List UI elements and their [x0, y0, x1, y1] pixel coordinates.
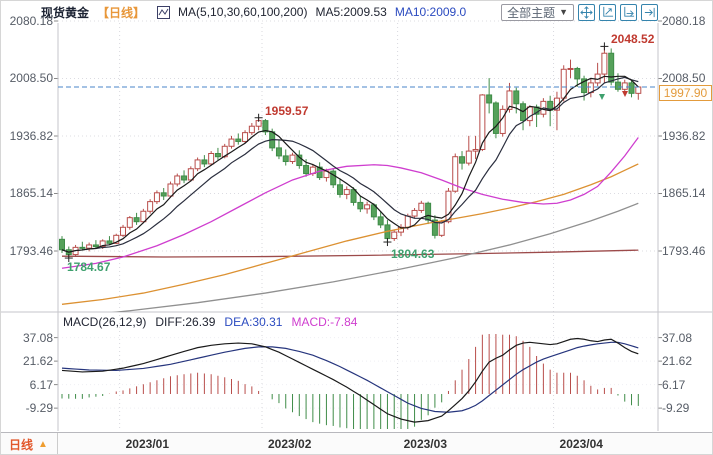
- toolbar: 全部主题 ▼: [501, 3, 658, 21]
- period-selector-label: 日线: [9, 438, 34, 452]
- macd-dea-value: DEA:30.31: [224, 315, 283, 329]
- theme-dropdown-button[interactable]: 全部主题 ▼: [501, 3, 574, 21]
- triangle-up-icon: ▲: [38, 439, 48, 450]
- high-annotation-april: 2048.52: [611, 32, 655, 46]
- macd-header: MACD(26,12,9) DIFF:26.39 DEA:30.31 MACD:…: [63, 315, 357, 329]
- macd-diff-value: DIFF:26.39: [155, 315, 216, 329]
- low-annotation-dec: 1784.67: [67, 260, 111, 274]
- fit-x-axis-button[interactable]: [620, 3, 637, 21]
- ma5-value: MA5:2009.53: [315, 5, 387, 19]
- chevron-down-icon: ▼: [559, 7, 568, 17]
- ma10-value: MA10:2009.0: [394, 5, 467, 19]
- fit-y-axis-icon: [603, 6, 614, 17]
- high-annotation-feb: 1959.57: [265, 104, 309, 118]
- macd-formula-label: MACD(26,12,9): [63, 315, 147, 329]
- bottom-bar: 日线 ▲: [1, 432, 712, 454]
- last-price-tag: 1997.90: [659, 85, 712, 101]
- low-annotation-feb: 1804.63: [391, 247, 435, 261]
- symbol-name: 现货黄金: [41, 5, 90, 20]
- period-selector[interactable]: 日线 ▲: [1, 433, 58, 454]
- macd-hist-value: MACD:-7.84: [291, 315, 358, 329]
- header-bar: 现货黄金 【日线】 MA(5,10,30,60,100,200) MA5:200…: [1, 1, 712, 23]
- fit-x-axis-icon: [624, 6, 635, 17]
- period-tag: 【日线】: [97, 5, 146, 20]
- indicator-chart-icon: [157, 5, 171, 19]
- crosshair-icon: [580, 5, 593, 19]
- ma-settings-label: MA(5,10,30,60,100,200): [178, 5, 308, 19]
- go-to-latest-icon: [644, 7, 655, 17]
- fit-y-axis-button[interactable]: [599, 3, 616, 21]
- crosshair-button[interactable]: [578, 3, 595, 21]
- go-to-latest-button[interactable]: [641, 3, 658, 21]
- theme-dropdown-label: 全部主题: [507, 5, 556, 20]
